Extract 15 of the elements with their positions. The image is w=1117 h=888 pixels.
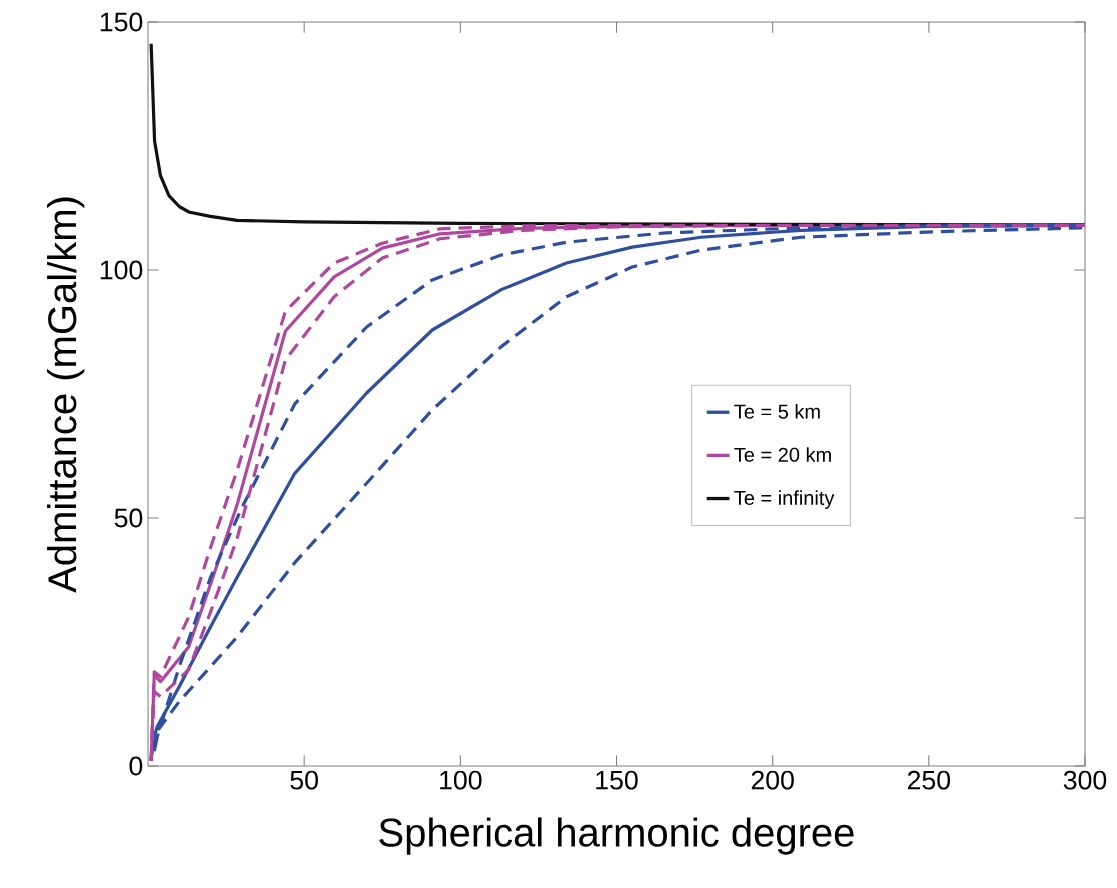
x-tick-label: 50 [290,770,318,790]
legend-label: Te = 20 km [734,447,831,462]
x-axis-title: Spherical harmonic degree [379,817,854,855]
x-tick-label: 100 [440,770,482,790]
x-tick-label: 150 [596,770,638,790]
x-tick-label: 250 [907,770,951,790]
y-tick-label: 0 [129,756,143,776]
y-axis-title: Admittance (mGal/km) [47,197,85,593]
x-tick-label: 300 [1063,770,1107,790]
y-tick-label: 50 [114,508,143,528]
x-tick-label: 200 [751,770,794,790]
legend-label: Te = 5 km [734,404,820,419]
y-tick-label: 100 [100,260,143,280]
y-tick-label: 150 [100,12,143,32]
legend-label: Te = infinity [734,490,835,509]
